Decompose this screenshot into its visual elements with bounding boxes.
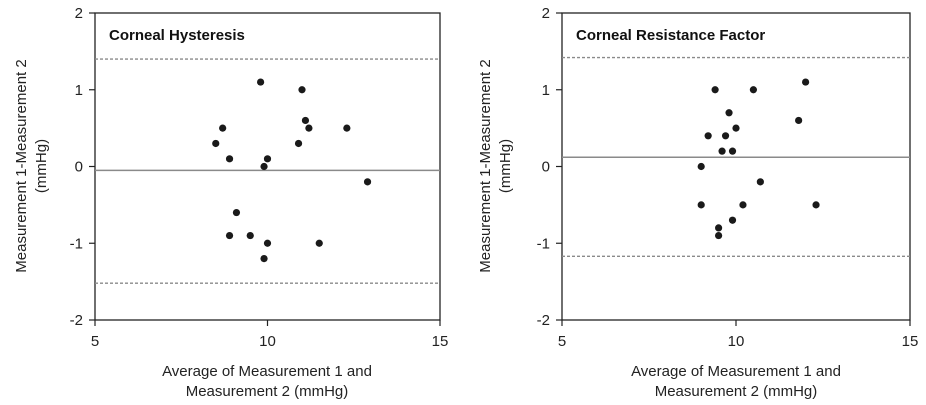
data-point bbox=[728, 216, 737, 224]
y-tick-label: 2 bbox=[75, 5, 83, 22]
x-axis-label-line-1: Average of Measurement 1 and bbox=[631, 363, 841, 380]
data-point bbox=[363, 178, 372, 186]
y-tick-label: 1 bbox=[542, 82, 550, 99]
x-axis-label-line-1: Average of Measurement 1 and bbox=[162, 363, 372, 380]
data-point bbox=[795, 116, 803, 125]
y-tick-label: -2 bbox=[537, 312, 550, 329]
plot-frame bbox=[561, 12, 911, 321]
x-tick-label: 10 bbox=[259, 333, 276, 350]
data-point bbox=[739, 201, 747, 209]
data-point bbox=[721, 132, 730, 140]
data-points bbox=[697, 78, 820, 240]
y-axis-label-line-1: Measurement 1-Measurement 2 bbox=[13, 59, 30, 272]
data-point bbox=[725, 109, 733, 117]
data-points bbox=[212, 78, 372, 263]
panel-corneal-hysteresis: Corneal Hysteresis Measurement 1-Measure… bbox=[13, 5, 448, 400]
y-tick-label: 2 bbox=[542, 5, 550, 22]
data-point bbox=[704, 132, 712, 140]
data-point bbox=[315, 239, 323, 247]
panel-title: Corneal Resistance Factor bbox=[576, 27, 765, 44]
data-point bbox=[718, 147, 726, 155]
reference-lines bbox=[95, 58, 440, 284]
y-tick-label: -1 bbox=[537, 235, 550, 252]
data-point bbox=[232, 208, 241, 217]
data-point bbox=[697, 201, 705, 209]
y-axis-label: Measurement 1-Measurement 2 (mmHg) bbox=[477, 59, 514, 272]
data-point bbox=[263, 155, 272, 163]
y-axis-label: Measurement 1-Measurement 2 (mmHg) bbox=[13, 59, 50, 272]
x-tick-label: 5 bbox=[558, 333, 566, 350]
data-point bbox=[749, 86, 758, 94]
data-point bbox=[305, 124, 313, 132]
data-point bbox=[715, 224, 723, 232]
x-axis-label: Average of Measurement 1 and Measurement… bbox=[631, 363, 841, 400]
data-point bbox=[812, 201, 820, 209]
data-point bbox=[728, 147, 737, 155]
data-point bbox=[212, 139, 220, 148]
y-tick-label: -2 bbox=[70, 312, 83, 329]
data-point bbox=[260, 162, 268, 171]
data-point bbox=[711, 86, 719, 94]
data-point bbox=[225, 231, 234, 240]
ticks: 210-1-25 10 15 bbox=[70, 5, 449, 350]
x-axis-label-line-2: Measurement 2 (mmHg) bbox=[655, 383, 818, 400]
data-point bbox=[715, 231, 723, 240]
y-tick-label: 0 bbox=[542, 159, 550, 176]
data-point bbox=[260, 255, 268, 263]
ticks: 210-1-25 10 15 bbox=[537, 5, 919, 350]
panel-corneal-resistance-factor: Corneal Resistance Factor Measurement 1-… bbox=[477, 5, 918, 400]
data-point bbox=[246, 231, 254, 240]
data-point bbox=[263, 239, 272, 247]
data-point bbox=[294, 139, 303, 148]
x-tick-label: 15 bbox=[902, 333, 919, 350]
data-point bbox=[343, 124, 351, 132]
data-point bbox=[225, 155, 234, 163]
data-point bbox=[697, 162, 705, 171]
y-axis-label-line-2: (mmHg) bbox=[497, 139, 514, 193]
reference-lines bbox=[562, 56, 910, 257]
x-tick-label: 15 bbox=[432, 333, 449, 350]
y-tick-label: 0 bbox=[75, 159, 83, 176]
data-point bbox=[756, 178, 764, 186]
data-point bbox=[732, 124, 740, 132]
y-tick-label: 1 bbox=[75, 82, 83, 99]
x-axis-label-line-2: Measurement 2 (mmHg) bbox=[186, 383, 349, 400]
panel-title: Corneal Hysteresis bbox=[109, 27, 245, 44]
data-point bbox=[802, 78, 810, 86]
y-tick-label: -1 bbox=[70, 235, 83, 252]
x-tick-label: 10 bbox=[728, 333, 745, 350]
y-axis-label-line-1: Measurement 1-Measurement 2 bbox=[477, 59, 494, 272]
data-point bbox=[257, 78, 265, 86]
data-point bbox=[219, 124, 227, 132]
data-point bbox=[301, 116, 310, 125]
x-tick-label: 5 bbox=[91, 333, 99, 350]
data-point bbox=[298, 86, 306, 94]
y-axis-label-line-2: (mmHg) bbox=[33, 139, 50, 193]
x-axis-label: Average of Measurement 1 and Measurement… bbox=[162, 363, 372, 400]
